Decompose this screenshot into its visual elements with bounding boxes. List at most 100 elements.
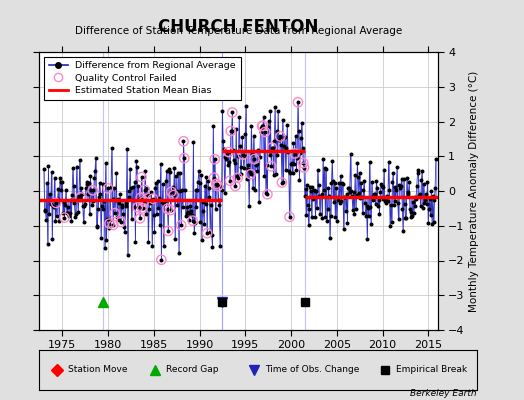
Point xyxy=(400,201,409,208)
Point xyxy=(89,187,97,194)
Point xyxy=(234,152,243,159)
Point xyxy=(173,201,182,208)
Point xyxy=(215,202,224,208)
Point xyxy=(169,192,178,198)
Point xyxy=(198,236,206,243)
Point xyxy=(389,170,397,176)
Point xyxy=(308,183,316,190)
Point xyxy=(123,146,131,152)
Point xyxy=(50,204,58,210)
Point xyxy=(202,174,211,180)
Point xyxy=(403,191,412,197)
Point xyxy=(127,185,135,192)
Point xyxy=(416,190,424,197)
Point xyxy=(368,179,376,185)
Point xyxy=(281,134,289,140)
Point xyxy=(117,219,125,225)
Point xyxy=(234,175,242,181)
Point xyxy=(391,198,400,204)
Point xyxy=(365,213,373,219)
Point xyxy=(236,171,245,177)
Point xyxy=(164,228,172,234)
Point xyxy=(204,185,213,192)
Point xyxy=(394,200,402,206)
Point xyxy=(104,185,112,192)
Point xyxy=(374,203,382,209)
Point xyxy=(43,180,51,186)
Point xyxy=(200,220,208,227)
Point xyxy=(102,160,110,166)
Point xyxy=(424,220,432,226)
Point xyxy=(410,193,419,200)
Point xyxy=(231,183,239,189)
Point xyxy=(251,187,259,194)
Point xyxy=(168,188,176,194)
Point xyxy=(423,178,432,185)
Text: CHURCH FENTON: CHURCH FENTON xyxy=(158,18,319,36)
Point xyxy=(203,230,211,236)
Point xyxy=(95,194,103,200)
Point xyxy=(185,210,194,216)
Point xyxy=(137,174,146,180)
Point xyxy=(268,144,276,151)
Point xyxy=(288,160,296,166)
Point xyxy=(129,184,137,191)
Point xyxy=(224,149,233,155)
Point xyxy=(384,198,392,205)
Point xyxy=(55,218,63,224)
Point xyxy=(299,160,308,166)
Point xyxy=(243,176,251,182)
Point xyxy=(48,236,57,242)
Point xyxy=(320,187,328,194)
Point xyxy=(291,150,299,157)
Point xyxy=(228,109,236,116)
Point xyxy=(59,210,67,216)
Point xyxy=(413,170,422,176)
Point xyxy=(365,159,374,165)
Point xyxy=(101,245,109,251)
Point xyxy=(193,187,201,193)
Text: Difference of Station Temperature Data from Regional Average: Difference of Station Temperature Data f… xyxy=(75,26,402,36)
Point xyxy=(111,210,119,216)
Point xyxy=(54,185,62,192)
Point xyxy=(148,242,156,249)
Point xyxy=(57,187,66,193)
Point xyxy=(299,160,308,166)
Point xyxy=(180,155,189,162)
Point xyxy=(259,122,267,129)
Point xyxy=(357,180,365,187)
Point xyxy=(380,167,388,173)
Point xyxy=(167,188,176,195)
Point xyxy=(287,161,295,168)
Point xyxy=(166,207,174,213)
Point xyxy=(161,198,169,205)
Point xyxy=(325,193,333,200)
Point xyxy=(376,189,385,196)
Point xyxy=(330,180,339,187)
Point xyxy=(181,186,189,193)
Point xyxy=(134,204,142,210)
Point xyxy=(370,190,379,197)
Point xyxy=(104,185,112,192)
Point xyxy=(314,182,323,188)
Point xyxy=(294,99,302,106)
Point xyxy=(385,159,393,165)
Point xyxy=(407,209,416,215)
Point xyxy=(99,206,107,212)
Point xyxy=(249,184,257,191)
Point xyxy=(377,181,385,188)
Point xyxy=(263,191,271,198)
Point xyxy=(151,185,159,191)
Point xyxy=(405,179,413,186)
Point xyxy=(61,202,70,208)
Point xyxy=(201,201,210,207)
Text: Empirical Break: Empirical Break xyxy=(396,366,467,374)
Point xyxy=(264,124,272,130)
Point xyxy=(243,162,252,168)
Point xyxy=(337,198,345,204)
Point xyxy=(114,216,123,223)
Point xyxy=(238,134,246,140)
Point xyxy=(372,178,380,184)
Point xyxy=(51,218,60,224)
Point xyxy=(56,175,64,181)
